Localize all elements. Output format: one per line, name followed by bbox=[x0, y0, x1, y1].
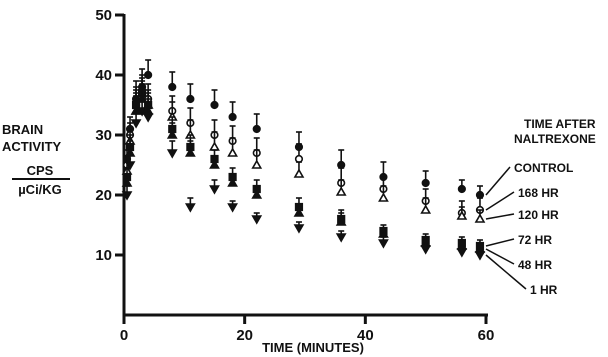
x-tick-label: 0 bbox=[120, 327, 128, 344]
legend-label-72-hr: 72 HR bbox=[518, 233, 552, 247]
data-point bbox=[210, 100, 219, 110]
axis-ticks: 10 20 30 40 50 0 20 40 60 bbox=[95, 7, 494, 344]
data-point bbox=[335, 233, 347, 243]
legend-leader-line bbox=[485, 238, 515, 247]
legend-title-line-1: TIME AFTER bbox=[524, 117, 596, 131]
legend-leader-line bbox=[485, 254, 527, 290]
data-point bbox=[456, 210, 468, 220]
data-point bbox=[474, 251, 486, 261]
x-tick-label: 60 bbox=[478, 327, 495, 344]
data-point bbox=[251, 159, 263, 169]
data-point bbox=[251, 215, 263, 225]
data-point bbox=[186, 94, 195, 104]
series-168-hr bbox=[122, 74, 485, 218]
series-1-hr bbox=[121, 95, 486, 261]
legend-title-line-2: NALTREXONE bbox=[514, 132, 596, 146]
data-point bbox=[251, 189, 263, 199]
y-tick-label: 30 bbox=[95, 127, 112, 144]
data-point bbox=[136, 107, 148, 117]
data-point bbox=[335, 216, 347, 226]
data-point bbox=[166, 129, 178, 139]
legend-leader-line bbox=[485, 191, 515, 211]
data-point bbox=[209, 159, 220, 169]
data-point bbox=[130, 119, 142, 129]
legend-label-1-hr: 1 HR bbox=[530, 283, 558, 297]
data-point bbox=[456, 248, 468, 258]
data-point bbox=[421, 178, 430, 188]
y-tick-label: 50 bbox=[95, 7, 112, 24]
data-point bbox=[420, 204, 432, 214]
data-point bbox=[293, 224, 305, 234]
legend-leader-line bbox=[485, 166, 511, 196]
legend-label-168-hr: 168 HR bbox=[518, 186, 559, 200]
data-point bbox=[293, 168, 305, 178]
y-tick-label: 40 bbox=[95, 67, 112, 84]
y-axis-label-line-1: BRAIN bbox=[2, 122, 43, 137]
legend: CONTROL 168 HR 120 HR 72 HR 48 HR 1 HR bbox=[485, 161, 573, 297]
legend-label-48-hr: 48 HR bbox=[518, 258, 552, 272]
data-point bbox=[184, 147, 196, 157]
data-point bbox=[184, 203, 196, 213]
series-72-hr bbox=[122, 77, 485, 251]
legend-leader-line bbox=[485, 248, 515, 265]
data-point bbox=[378, 239, 389, 249]
data-point bbox=[166, 149, 178, 159]
data-point bbox=[168, 82, 177, 92]
data-point bbox=[227, 147, 238, 157]
data-point bbox=[142, 113, 154, 123]
data-point bbox=[124, 161, 136, 171]
y-axis-units-denominator: µCi/KG bbox=[18, 182, 62, 197]
data-point bbox=[457, 184, 466, 194]
y-axis-label-line-2: ACTIVITY bbox=[2, 139, 62, 154]
data-point bbox=[209, 141, 220, 151]
series-48-hr bbox=[121, 83, 486, 253]
data-point bbox=[293, 207, 305, 217]
data-point bbox=[252, 124, 261, 134]
data-point bbox=[378, 192, 389, 202]
data-marks bbox=[121, 59, 486, 261]
y-tick-label: 20 bbox=[95, 187, 112, 204]
y-tick-label: 10 bbox=[95, 247, 112, 264]
data-point bbox=[420, 245, 432, 255]
y-axis-units-numerator: CPS bbox=[27, 163, 54, 178]
data-point bbox=[474, 213, 486, 223]
data-point bbox=[335, 186, 347, 196]
data-point bbox=[144, 70, 153, 80]
data-point bbox=[121, 191, 133, 201]
series-120-hr bbox=[121, 80, 486, 223]
x-tick-label: 40 bbox=[357, 327, 374, 344]
data-point bbox=[209, 185, 220, 195]
x-axis-label: TIME (MINUTES) bbox=[262, 340, 364, 355]
data-point bbox=[228, 112, 237, 122]
data-point bbox=[227, 203, 238, 213]
legend-label-control: CONTROL bbox=[514, 161, 573, 175]
x-tick-label: 20 bbox=[236, 327, 253, 344]
data-point bbox=[227, 177, 238, 187]
legend-label-120-hr: 120 HR bbox=[518, 208, 559, 222]
legend-leader-line bbox=[485, 213, 515, 220]
